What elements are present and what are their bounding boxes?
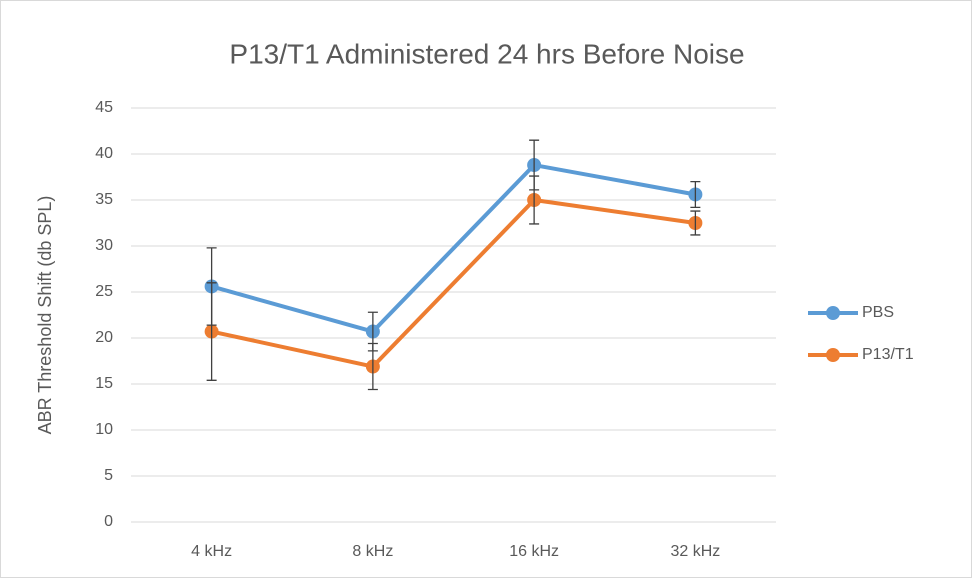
y-tick-label: 0 (104, 513, 113, 530)
legend-label: P13/T1 (862, 346, 914, 363)
error-bar (367, 342, 378, 391)
x-tick-label: 8 kHz (352, 543, 393, 560)
x-tick-label: 4 kHz (191, 543, 232, 560)
x-tick-label: 32 kHz (670, 543, 720, 560)
legend-marker (826, 306, 840, 320)
legend-marker (826, 348, 840, 362)
y-axis-label: ABR Threshold Shift (db SPL) (35, 196, 55, 435)
y-tick-label: 25 (95, 283, 113, 300)
error-bar (206, 282, 217, 381)
y-tick-label: 35 (95, 191, 113, 208)
chart-title: P13/T1 Administered 24 hrs Before Noise (229, 38, 744, 69)
legend-label: PBS (862, 304, 894, 321)
x-tick-label: 16 kHz (509, 543, 559, 560)
y-tick-label: 5 (104, 467, 113, 484)
error-bar (529, 175, 540, 225)
y-tick-label: 40 (95, 145, 113, 162)
y-tick-label: 45 (95, 99, 113, 116)
error-bar (690, 180, 701, 209)
y-tick-label: 15 (95, 375, 113, 392)
series-line (211, 163, 696, 334)
error-bar (690, 210, 701, 236)
y-tick-label: 30 (95, 237, 113, 254)
y-tick-label: 10 (95, 421, 113, 438)
series-line (211, 198, 696, 369)
y-tick-label: 20 (95, 329, 113, 346)
